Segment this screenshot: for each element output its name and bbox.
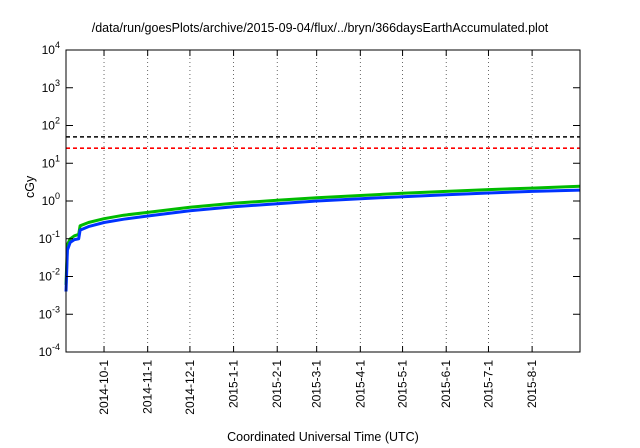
x-tick-label: 2015-1-1 xyxy=(227,360,241,408)
series-lines xyxy=(64,184,581,292)
y-tick-label: 103 xyxy=(42,78,60,95)
x-axis-label: Coordinated Universal Time (UTC) xyxy=(227,430,419,444)
x-tick-label: 2014-12-1 xyxy=(183,360,197,415)
y-axis-ticks: 10-4 10-3 10-2 10-1 100 101 102 103 104 xyxy=(39,40,580,359)
y-tick-label: 10-1 xyxy=(39,229,60,246)
x-tick-label: 2015-6-1 xyxy=(439,360,453,408)
chart-title: /data/run/goesPlots/archive/2015-09-04/f… xyxy=(91,21,549,35)
series-line xyxy=(64,184,581,285)
y-tick-label: 10-2 xyxy=(39,267,60,284)
y-tick-label: 104 xyxy=(42,40,60,57)
x-axis-ticks: 2014-10-1 2014-11-1 2014-12-1 2015-1-1 2015-… xyxy=(97,50,539,415)
series-line xyxy=(64,188,581,292)
x-tick-label: 2014-11-1 xyxy=(141,360,155,414)
y-tick-label: 10-3 xyxy=(39,304,60,321)
y-tick-label: 101 xyxy=(42,153,60,170)
x-tick-label: 2015-4-1 xyxy=(353,360,367,408)
x-tick-label: 2015-3-1 xyxy=(310,360,324,408)
x-tick-label: 2015-8-1 xyxy=(525,360,539,408)
x-tick-label: 2015-5-1 xyxy=(396,360,410,408)
threshold-lines xyxy=(66,136,580,150)
y-tick-label: 100 xyxy=(42,191,60,208)
y-tick-label: 102 xyxy=(42,116,60,133)
x-tick-label: 2015-2-1 xyxy=(270,360,284,408)
y-tick-label: 10-4 xyxy=(39,342,60,359)
x-tick-label: 2014-10-1 xyxy=(97,360,111,415)
x-tick-label: 2015-7-1 xyxy=(481,360,495,408)
